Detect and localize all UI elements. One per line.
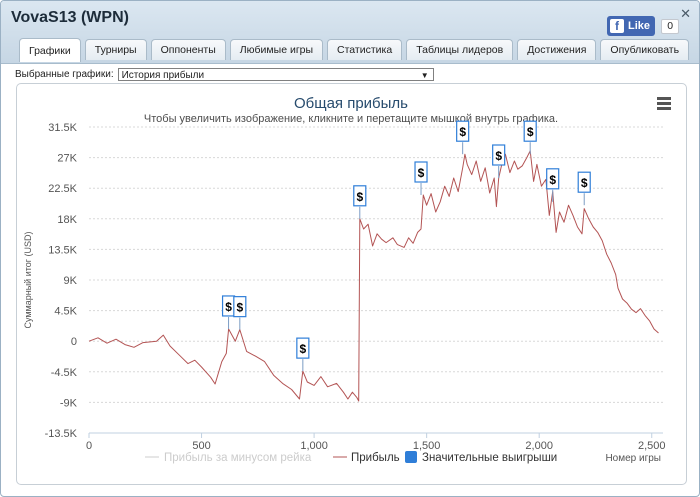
big-win-flag-label: $	[418, 166, 425, 180]
big-win-flag-label: $	[356, 190, 363, 204]
big-win-flag[interactable]	[353, 185, 367, 207]
big-win-flag-label: $	[236, 301, 243, 315]
chart-selector-row: Выбранные графики: История прибыли ▼	[15, 68, 434, 81]
facebook-logo-icon: f	[610, 19, 624, 33]
y-tick-label: 0	[71, 336, 77, 348]
facebook-like-count: 0	[661, 18, 680, 34]
big-win-flag[interactable]	[414, 161, 428, 183]
y-tick-label: -9K	[60, 397, 78, 409]
chart-container: Общая прибыль Чтобы увеличить изображение…	[16, 83, 687, 485]
big-win-flag-label: $	[581, 176, 588, 190]
tab-statistics[interactable]: Статистика	[327, 39, 403, 60]
big-win-flag-label: $	[225, 300, 232, 314]
chart-selector-label: Выбранные графики:	[15, 69, 114, 80]
chart-menu-icon-bar-0[interactable]	[657, 97, 671, 100]
big-win-flag-label: $	[299, 342, 306, 356]
chart-title: Общая прибыль	[294, 95, 408, 112]
big-win-flag[interactable]	[523, 120, 537, 142]
tab-achievements[interactable]: Достижения	[517, 39, 597, 60]
y-tick-label: 9K	[64, 275, 78, 287]
y-tick-label: 13.5K	[48, 244, 77, 256]
tab-charts[interactable]: Графики	[19, 38, 81, 62]
facebook-like-button[interactable]: f Like	[607, 16, 656, 36]
x-axis-label: Номер игры	[605, 453, 661, 464]
tab-publish[interactable]: Опубликовать	[600, 39, 690, 60]
chart-selector-value: История прибыли	[121, 70, 205, 81]
facebook-like-widget: f Like 0	[607, 16, 680, 36]
chart-menu-icon-bar-2[interactable]	[657, 107, 671, 110]
tab-favorite-games[interactable]: Любимые игры	[229, 39, 324, 60]
tab-leaderboards[interactable]: Таблицы лидеров	[406, 39, 514, 60]
legend-symbol-big-wins[interactable]	[405, 451, 417, 463]
chart-selector-dropdown[interactable]: История прибыли ▼	[117, 68, 434, 81]
y-tick-label: 27K	[57, 153, 77, 165]
y-tick-label: 31.5K	[48, 122, 77, 134]
big-win-flag[interactable]	[577, 171, 591, 193]
x-tick-label: 500	[192, 440, 210, 452]
facebook-like-label: Like	[628, 20, 651, 32]
y-tick-label: -13.5K	[45, 428, 78, 440]
big-win-flag[interactable]	[296, 337, 310, 359]
x-tick-label: 0	[86, 440, 92, 452]
legend-item-rake[interactable]: Прибыль за минусом рейка	[164, 452, 312, 464]
x-tick-label: 1,000	[300, 440, 328, 452]
big-win-flag-label: $	[459, 125, 466, 139]
big-win-flag[interactable]	[492, 144, 506, 166]
big-win-flag-label: $	[527, 125, 534, 139]
y-tick-label: 4.5K	[54, 306, 77, 318]
title-bar: VovaS13 (WPN) ✕ f Like 0 Графики Турниры…	[1, 1, 699, 64]
x-tick-label: 2,000	[525, 440, 553, 452]
big-win-flag[interactable]	[233, 296, 247, 318]
y-axis-label: Суммарный итог (USD)	[23, 231, 33, 328]
x-tick-label: 1,500	[413, 440, 441, 452]
tab-bar: Графики Турниры Оппоненты Любимые игры С…	[19, 38, 693, 62]
legend-item-big-wins[interactable]: Значительные выигрыши	[422, 452, 557, 464]
chart-menu-icon-bar-1[interactable]	[657, 102, 671, 105]
y-tick-label: 18K	[57, 214, 77, 226]
tab-tournaments[interactable]: Турниры	[84, 39, 147, 60]
legend-item-profit[interactable]: Прибыль	[351, 452, 400, 464]
chart-subtitle: Чтобы увеличить изображение, кликните и …	[144, 113, 558, 125]
y-tick-label: 22.5K	[48, 183, 77, 195]
dropdown-arrow-icon: ▼	[420, 71, 429, 80]
series-line-profit[interactable]	[88, 150, 659, 402]
window-title: VovaS13 (WPN)	[11, 9, 129, 26]
big-win-flag[interactable]	[456, 120, 470, 142]
y-tick-label: -4.5K	[51, 367, 78, 379]
big-win-flag[interactable]	[546, 168, 560, 190]
big-win-flag-label: $	[495, 149, 502, 163]
tab-opponents[interactable]: Оппоненты	[150, 39, 226, 60]
close-icon[interactable]: ✕	[680, 7, 691, 22]
x-tick-label: 2,500	[638, 440, 666, 452]
big-win-flag-label: $	[549, 173, 556, 187]
